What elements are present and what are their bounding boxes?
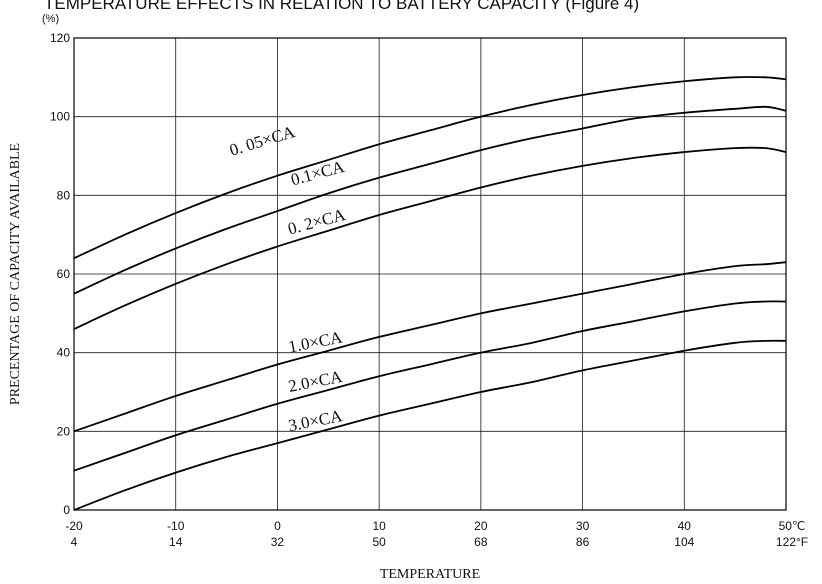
curve-label: 2.0×CA: [287, 367, 345, 396]
y-tick-label: 80: [57, 188, 71, 202]
x-tick-label-celsius: 30: [576, 519, 590, 533]
x-tick-label-fahrenheit: 14: [169, 535, 183, 549]
x-tick-label-celsius: 10: [372, 519, 386, 533]
x-tick-label-fahrenheit: 86: [576, 535, 590, 549]
curve-series-1: [73, 105, 787, 295]
curve-series-2: [73, 146, 787, 330]
y-tick-label: 20: [57, 424, 71, 438]
curve-series-4: [73, 300, 787, 472]
x-tick-label-fahrenheit: 32: [271, 535, 285, 549]
x-tick-label-celsius: 50℃: [779, 519, 806, 533]
x-tick-label-fahrenheit: 4: [71, 535, 78, 549]
y-tick-label: 60: [57, 267, 71, 281]
chart-title: TEMPERATURE EFFECTS IN RELATION TO BATTE…: [44, 0, 639, 13]
x-tick-label-celsius: -20: [65, 519, 83, 533]
x-tick-label-fahrenheit: 50: [372, 535, 386, 549]
curves: [73, 76, 787, 511]
curve-labels: 0. 05×CA0.1×CA0. 2×CA1.0×CA2.0×CA3.0×CA: [227, 122, 348, 435]
y-tick-label: 100: [50, 110, 70, 124]
y-tick-label: 120: [50, 31, 70, 45]
curve-series-5: [73, 339, 787, 511]
x-tick-label-celsius: -10: [167, 519, 185, 533]
x-tick-label-celsius: 40: [678, 519, 692, 533]
x-tick-label-celsius: 0: [274, 519, 281, 533]
x-tick-label-fahrenheit: 104: [674, 535, 694, 549]
y-tick-label: 0: [63, 503, 70, 517]
x-tick-label-fahrenheit: 68: [474, 535, 488, 549]
y-axis-title: PRECENTAGE OF CAPACITY AVAILABLE: [8, 143, 23, 405]
x-tick-label-celsius: 20: [474, 519, 488, 533]
gridlines: [73, 37, 787, 511]
curve-label: 0. 05×CA: [227, 122, 298, 160]
tick-labels: 0 20 40 60 80 100 120 -20 4 -10 14 0 32 10 50 20 68 30 86 4…: [50, 31, 808, 549]
curve-label: 3.0×CA: [287, 406, 345, 435]
y-tick-label: 40: [57, 346, 71, 360]
x-tick-label-fahrenheit: 122°F: [776, 535, 808, 549]
curve-label: 0.1×CA: [289, 157, 347, 190]
curve-series-3: [73, 261, 787, 433]
y-axis-unit: (%): [42, 13, 59, 25]
x-axis-title: TEMPERATURE: [380, 567, 480, 582]
plot-frame: [73, 37, 787, 511]
curve-series-0: [73, 76, 787, 260]
curve-label: 1.0×CA: [287, 327, 345, 356]
